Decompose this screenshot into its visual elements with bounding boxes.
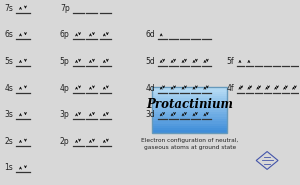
Text: 7s: 7s <box>4 4 13 13</box>
Text: 4d: 4d <box>145 84 155 92</box>
Bar <box>152 126 227 128</box>
Text: 2s: 2s <box>4 137 13 146</box>
Bar <box>152 96 227 98</box>
Bar <box>152 121 227 124</box>
Bar <box>152 89 227 92</box>
Text: 5s: 5s <box>4 57 13 66</box>
Bar <box>152 124 227 126</box>
Text: 7p: 7p <box>60 4 70 13</box>
Bar <box>152 94 227 96</box>
Text: Electron configuration of neutral,: Electron configuration of neutral, <box>141 138 238 143</box>
Text: 4s: 4s <box>4 84 13 92</box>
Text: 5f: 5f <box>227 57 234 66</box>
Text: 2p: 2p <box>60 137 70 146</box>
Bar <box>152 110 227 112</box>
Bar <box>152 101 227 103</box>
Text: Protactinium: Protactinium <box>146 98 233 111</box>
Bar <box>152 112 227 115</box>
Bar <box>152 92 227 94</box>
Text: 4p: 4p <box>60 84 70 92</box>
Bar <box>152 115 227 117</box>
Text: 3p: 3p <box>60 110 70 119</box>
Bar <box>152 105 227 108</box>
Bar <box>152 128 227 130</box>
Bar <box>152 98 227 101</box>
Bar <box>152 103 227 105</box>
Text: 5p: 5p <box>60 57 70 66</box>
Text: 1s: 1s <box>4 163 13 172</box>
Bar <box>152 130 227 133</box>
Text: 5d: 5d <box>145 57 155 66</box>
Text: 3d: 3d <box>145 110 155 119</box>
Bar <box>152 87 227 89</box>
Text: 6d: 6d <box>145 30 155 39</box>
Text: 3s: 3s <box>4 110 13 119</box>
Bar <box>152 117 227 119</box>
Bar <box>152 108 227 110</box>
Text: 6s: 6s <box>4 30 13 39</box>
Bar <box>152 87 227 133</box>
Text: gaseous atoms at ground state: gaseous atoms at ground state <box>144 145 236 150</box>
Bar <box>152 119 227 121</box>
Text: 6p: 6p <box>60 30 70 39</box>
Text: 4f: 4f <box>227 84 234 92</box>
